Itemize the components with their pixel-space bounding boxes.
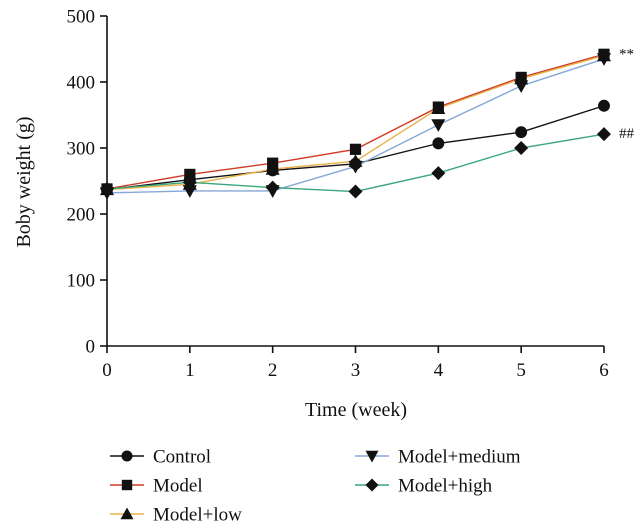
data-point-model-high — [431, 166, 446, 181]
legend-marker-model-high — [365, 478, 379, 492]
annotations: ** ## — [619, 46, 635, 142]
significance-annotation: ## — [619, 126, 635, 142]
series-markers — [100, 48, 611, 200]
data-point-model-medium — [431, 119, 446, 132]
legend-marker-model-low — [120, 507, 134, 520]
y-tick-label: 100 — [67, 271, 96, 292]
data-point-model-high — [100, 181, 114, 196]
significance-annotation: ** — [619, 46, 634, 62]
legend-label-model: Model — [153, 476, 203, 497]
y-axis-title: Boby weight (g) — [13, 116, 35, 247]
data-point-model-low — [431, 101, 446, 114]
x-tick-label: 1 — [185, 360, 195, 381]
x-tick-label: 2 — [268, 360, 278, 381]
data-point-model-high — [182, 175, 197, 190]
data-point-model-high — [514, 141, 529, 155]
x-tick-label: 0 — [102, 360, 112, 381]
y-tick-label: 0 — [86, 337, 96, 358]
x-tick-label: 4 — [434, 360, 444, 381]
legend-marker-model — [121, 479, 133, 491]
data-point-model-high — [265, 180, 280, 195]
legend-marker-control — [121, 450, 133, 462]
legend-label-control: Control — [153, 447, 211, 468]
x-tick-label: 5 — [516, 360, 526, 381]
legend-marker-model-medium — [365, 450, 379, 463]
legend-label-model-high: Model+high — [398, 476, 493, 497]
y-tick-label: 400 — [67, 73, 96, 94]
data-point-model-low — [265, 162, 280, 175]
legend: Control Model Model+low Model+medium Model+h… — [110, 447, 521, 526]
y-tick-label: 200 — [67, 205, 96, 226]
data-point-model-medium — [597, 53, 611, 66]
data-point-control — [432, 137, 445, 150]
data-point-model — [184, 168, 196, 180]
y-tick-label: 300 — [67, 139, 96, 160]
y-tick-label: 500 — [67, 7, 96, 28]
data-point-control — [598, 99, 610, 112]
data-point-model-medium — [348, 160, 363, 174]
data-point-model-high — [597, 127, 611, 142]
x-axis-title: Time (week) — [305, 399, 407, 421]
legend-label-model-medium: Model+medium — [398, 447, 521, 468]
data-point-model-medium — [182, 185, 197, 198]
x-tick-label: 3 — [351, 360, 361, 381]
x-tick-label: 6 — [599, 360, 609, 381]
data-point-model — [349, 143, 362, 155]
axes: 0 100 200 300 400 500 0 1 2 3 4 5 6 — [67, 7, 609, 382]
legend-label-model-low: Model+low — [153, 505, 242, 526]
data-point-model-high — [348, 184, 363, 199]
data-point-model-medium — [514, 80, 529, 93]
data-point-control — [515, 126, 528, 139]
